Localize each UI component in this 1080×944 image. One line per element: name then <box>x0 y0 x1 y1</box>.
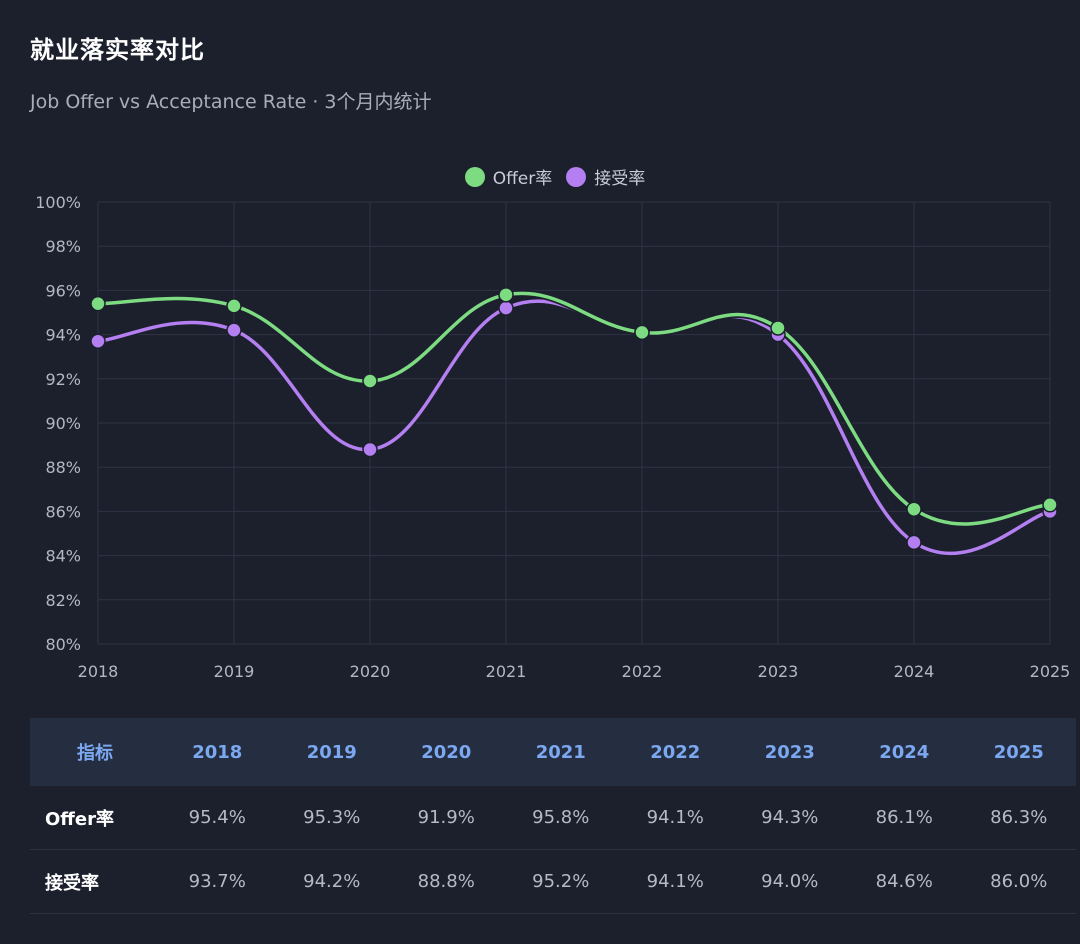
table-row-label: 接受率 <box>30 849 160 914</box>
y-tick-label: 98% <box>45 237 81 256</box>
data-point-offer <box>634 324 650 341</box>
y-tick-label: 86% <box>45 502 81 521</box>
table-cell: 94.0% <box>732 849 847 914</box>
table-header-year: 2025 <box>961 718 1076 786</box>
chart-subtitle: Job Offer vs Acceptance Rate · 3个月内统计 <box>30 91 432 113</box>
data-point-accept <box>90 333 106 349</box>
x-tick-label: 2024 <box>894 662 935 681</box>
table-cell: 91.9% <box>389 786 504 850</box>
table-cell: 88.8% <box>389 849 504 914</box>
table-header-metric: 指标 <box>30 718 160 786</box>
table-header-year: 2024 <box>847 718 962 786</box>
x-tick-label: 2025 <box>1030 662 1071 681</box>
y-tick-label: 82% <box>45 591 81 610</box>
data-point-offer <box>90 295 106 312</box>
table-cell: 94.2% <box>274 849 389 914</box>
table-cell: 84.6% <box>847 849 962 914</box>
data-table: 指标 2018 2019 2020 2021 2022 2023 2024 20… <box>30 718 1076 914</box>
x-tick-label: 2018 <box>78 662 119 681</box>
x-tick-label: 2020 <box>350 662 391 681</box>
table-cell: 86.3% <box>961 786 1076 850</box>
table-cell: 86.1% <box>847 786 962 850</box>
table-row-label: Offer率 <box>30 786 160 850</box>
chart-title: 就业落实率对比 <box>30 36 205 64</box>
data-point-offer <box>362 373 378 389</box>
y-tick-label: 88% <box>45 458 81 477</box>
table-cell: 95.2% <box>503 849 618 914</box>
data-point-offer <box>226 298 242 314</box>
legend-swatch-offer <box>464 166 485 187</box>
x-tick-label: 2019 <box>214 662 255 681</box>
table-cell: 95.4% <box>160 786 275 850</box>
legend-label-accept: 接受率 <box>594 169 646 189</box>
legend-item-accept[interactable]: 接受率 <box>566 164 645 189</box>
table-cell: 95.8% <box>503 786 618 850</box>
data-point-accept <box>498 300 514 316</box>
table-header-year: 2020 <box>389 718 504 786</box>
data-point-accept <box>226 322 242 338</box>
data-point-accept <box>906 534 922 551</box>
table-row-offer: Offer率 95.4% 95.3% 91.9% 95.8% 94.1% 94.… <box>30 786 1076 850</box>
table-cell: 95.3% <box>274 786 389 850</box>
x-tick-label: 2021 <box>486 662 527 681</box>
series-line-offer <box>97 291 1051 526</box>
y-tick-label: 94% <box>45 326 81 345</box>
data-point-offer <box>770 320 786 336</box>
table-cell: 94.1% <box>618 849 733 914</box>
y-tick-label: 84% <box>45 547 81 566</box>
table-header-row: 指标 2018 2019 2020 2021 2022 2023 2024 20… <box>30 718 1076 786</box>
data-point-offer <box>498 287 514 303</box>
table-header-year: 2022 <box>618 718 733 786</box>
series-line-outline <box>97 297 1052 557</box>
table-cell: 93.7% <box>160 849 275 914</box>
series-line-accept <box>97 299 1051 556</box>
table-header-year: 2019 <box>274 718 389 786</box>
table-cell: 86.0% <box>961 849 1076 914</box>
legend: Offer率 接受率 <box>0 164 1080 189</box>
y-tick-label: 80% <box>45 635 81 654</box>
line-chart: 80% 82% 84% 86% 88% 90% 92% 94% 96% 98% 100% 2018 20… <box>35 193 1071 681</box>
table-header-year: 2023 <box>732 718 847 786</box>
legend-label-offer: Offer率 <box>492 169 553 189</box>
table-header-year: 2018 <box>160 718 275 786</box>
y-tick-label: 96% <box>45 281 81 300</box>
y-tick-label: 90% <box>45 414 81 433</box>
data-point-offer <box>1042 497 1058 513</box>
table-row-accept: 接受率 93.7% 94.2% 88.8% 95.2% 94.1% 94.0% … <box>30 849 1076 914</box>
data-point-accept <box>362 441 378 458</box>
table-cell: 94.3% <box>732 786 847 850</box>
y-tick-label: 92% <box>45 370 81 389</box>
y-tick-label: 100% <box>35 193 81 212</box>
data-point-offer <box>906 501 922 517</box>
x-tick-label: 2023 <box>758 662 799 681</box>
legend-item-offer[interactable]: Offer率 <box>464 164 553 189</box>
table-cell: 94.1% <box>618 786 733 850</box>
table-header-year: 2021 <box>503 718 618 786</box>
x-tick-label: 2022 <box>622 662 663 681</box>
legend-swatch-accept <box>566 166 587 187</box>
